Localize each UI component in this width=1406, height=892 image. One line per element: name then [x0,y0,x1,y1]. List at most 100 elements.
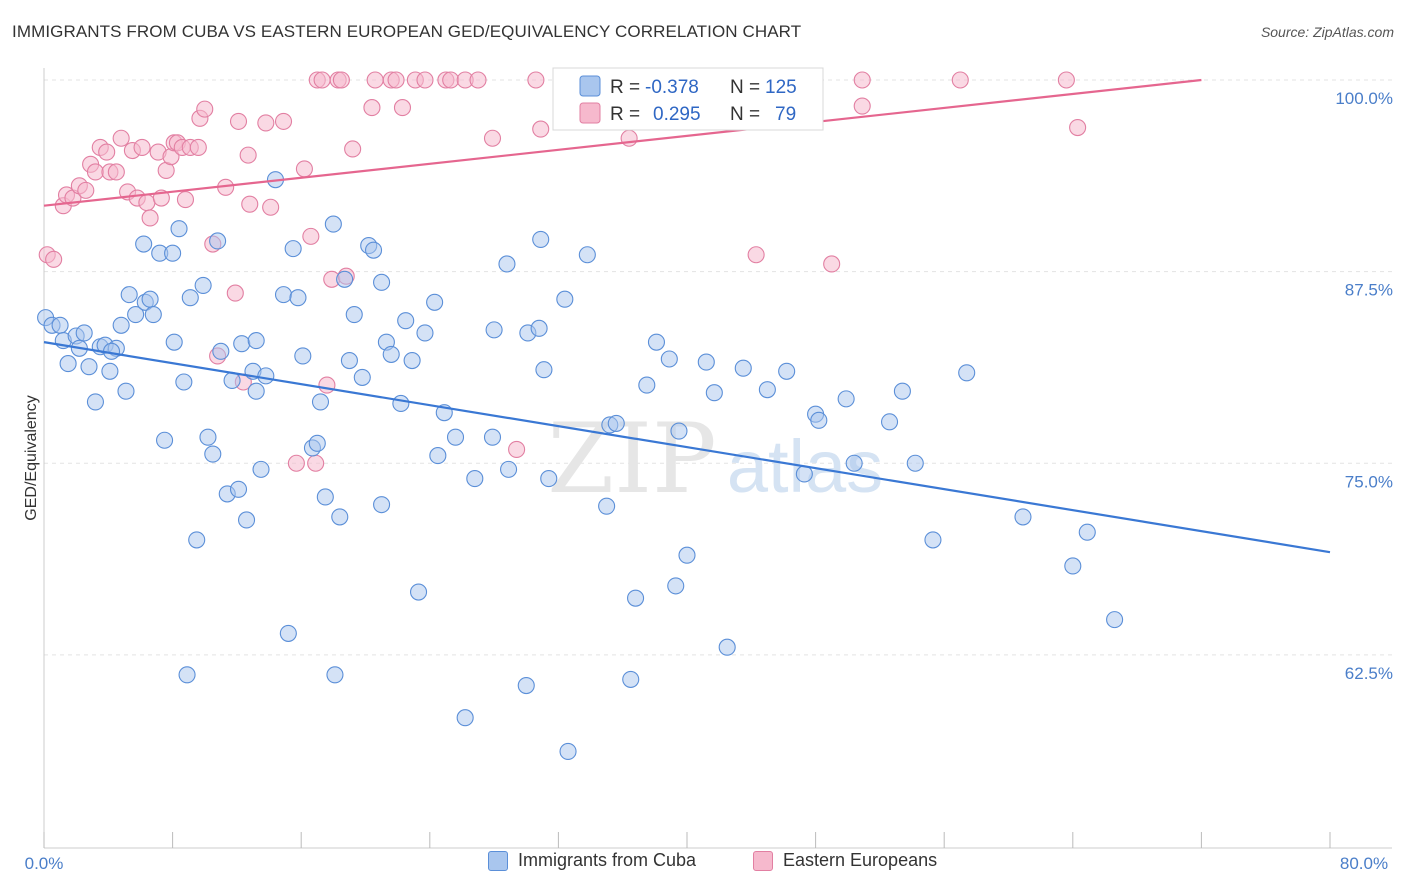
data-point-eastern-europeans [532,120,550,138]
data-point-eastern-europeans [98,143,116,161]
data-point-eastern-europeans [295,160,313,178]
data-point-immigrants-from-cuba [353,368,371,386]
data-point-immigrants-from-cuba [778,362,796,380]
data-point-eastern-europeans [483,129,502,147]
data-point-eastern-europeans [257,114,275,132]
data-point-immigrants-from-cuba [178,666,196,684]
series-eastern-europeans [38,71,1087,472]
legend-n-label-1: N = [730,77,760,98]
data-point-immigrants-from-cuba [678,546,696,564]
data-point-immigrants-from-cuba [181,289,199,307]
data-point-immigrants-from-cuba [175,373,193,391]
data-point-eastern-europeans [747,246,765,264]
data-point-immigrants-from-cuba [627,589,645,607]
data-point-immigrants-from-cuba [80,358,98,376]
data-point-immigrants-from-cuba [559,742,577,761]
data-point-eastern-europeans [302,227,320,245]
legend-r-label-2: R = [610,104,640,125]
source-label: Source: ZipAtlas.com [1260,24,1394,40]
data-point-eastern-europeans [363,99,381,117]
data-point-eastern-europeans [274,112,293,130]
data-point-immigrants-from-cuba [429,447,447,465]
data-point-immigrants-from-cuba [101,362,119,380]
legend-r-value-1: -0.378 [645,77,699,98]
data-point-immigrants-from-cuba [535,361,553,379]
data-point-immigrants-from-cuba [810,411,828,429]
data-point-immigrants-from-cuba [382,345,400,363]
data-point-immigrants-from-cuba [598,497,616,515]
data-point-eastern-europeans [416,71,434,89]
x-tick-label-max: 80.0% [1340,854,1388,873]
legend-item-eastern: Eastern Europeans [753,850,937,871]
data-point-eastern-europeans [1057,71,1075,89]
data-point-immigrants-from-cuba [373,496,391,514]
data-point-immigrants-from-cuba [500,460,518,478]
data-point-eastern-europeans [239,146,257,164]
legend-swatch-blue [579,75,601,97]
data-point-immigrants-from-cuba [483,428,502,446]
data-point-immigrants-from-cuba [795,465,813,483]
data-point-immigrants-from-cuba [845,454,863,472]
series-legend: Immigrants from Cuba Eastern Europeans [0,850,1406,880]
data-point-immigrants-from-cuba [117,382,135,400]
data-point-immigrants-from-cuba [1106,611,1124,629]
data-point-immigrants-from-cuba [540,470,558,488]
data-point-immigrants-from-cuba [670,422,688,440]
data-point-immigrants-from-cuba [247,382,265,400]
data-point-immigrants-from-cuba [498,255,516,273]
data-point-eastern-europeans [226,284,244,302]
data-point-immigrants-from-cuba [51,316,69,334]
data-point-eastern-europeans [229,112,248,130]
data-point-immigrants-from-cuba [622,670,640,688]
data-point-eastern-europeans [287,454,305,472]
data-point-eastern-europeans [387,71,405,89]
data-point-immigrants-from-cuba [718,638,736,656]
data-point-immigrants-from-cuba [120,286,138,304]
data-point-immigrants-from-cuba [893,382,911,400]
data-point-immigrants-from-cuba [446,428,465,446]
data-point-immigrants-from-cuba [75,324,93,342]
y-axis-label: GED/Equivalency [23,395,40,520]
data-point-immigrants-from-cuba [532,230,550,248]
data-point-immigrants-from-cuba [530,319,548,337]
data-point-eastern-europeans [853,71,871,89]
data-point-immigrants-from-cuba [1078,523,1096,541]
data-point-immigrants-from-cuba [345,305,363,324]
data-point-immigrants-from-cuba [517,676,535,695]
data-point-immigrants-from-cuba [112,316,130,334]
data-point-immigrants-from-cuba [660,350,678,368]
data-point-immigrants-from-cuba [164,244,182,262]
data-point-immigrants-from-cuba [667,577,685,595]
data-point-immigrants-from-cuba [199,428,217,446]
data-point-immigrants-from-cuba [924,531,942,549]
trend-line-immigrants-from-cuba [43,341,1331,554]
trend-line-eastern-europeans [43,78,1202,207]
data-point-eastern-europeans [241,195,259,213]
data-point-immigrants-from-cuba [274,286,293,304]
data-point-eastern-europeans [196,100,214,118]
data-point-immigrants-from-cuba [1064,557,1082,575]
data-point-immigrants-from-cuba [607,414,625,432]
data-point-immigrants-from-cuba [880,413,899,431]
data-point-eastern-europeans [442,71,460,89]
data-point-immigrants-from-cuba [279,624,297,642]
data-point-eastern-europeans [508,440,526,459]
data-point-immigrants-from-cuba [209,232,227,250]
data-point-eastern-europeans [77,181,95,199]
data-point-immigrants-from-cuba [257,367,275,385]
data-point-immigrants-from-cuba [284,240,302,258]
data-point-eastern-europeans [107,163,125,181]
data-point-immigrants-from-cuba [466,470,484,488]
legend-r-value-2: 0.295 [653,104,701,125]
data-point-eastern-europeans [366,71,384,89]
data-point-immigrants-from-cuba [331,508,349,526]
x-tick-label-min: 0.0% [25,854,64,873]
data-point-immigrants-from-cuba [416,324,434,342]
y-tick-label: 75.0% [1345,472,1393,491]
data-point-immigrants-from-cuba [165,333,183,351]
data-point-immigrants-from-cuba [311,393,330,411]
watermark: ZIP atlas [547,403,883,515]
data-point-immigrants-from-cuba [697,353,715,371]
data-point-eastern-europeans [189,138,207,157]
data-point-eastern-europeans [138,194,156,212]
